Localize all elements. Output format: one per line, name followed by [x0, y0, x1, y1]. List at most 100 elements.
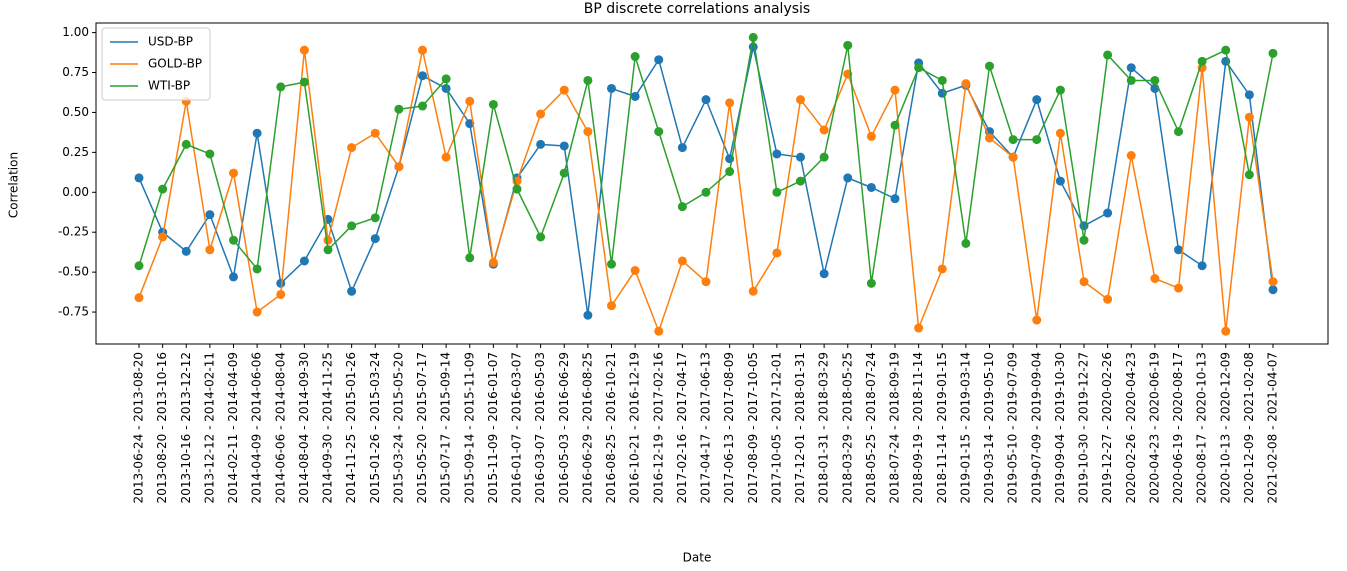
x-tick-label: 2013-10-16 - 2013-12-12 [179, 352, 193, 503]
point [1055, 176, 1065, 186]
point [654, 55, 664, 65]
x-tick-label: 2014-11-25 - 2015-01-26 [344, 352, 358, 503]
point [418, 101, 427, 111]
point [748, 286, 758, 296]
x-tick-label: 2017-02-16 - 2017-04-17 [675, 352, 689, 503]
point [607, 301, 616, 311]
point [748, 32, 758, 42]
point [370, 234, 380, 244]
point [961, 238, 971, 248]
series-line [138, 37, 1274, 284]
x-tick-label: 2013-06-24 - 2013-08-20 [132, 352, 146, 503]
x-tick-label: 2019-12-27 - 2020-02-26 [1100, 352, 1114, 503]
point [1174, 127, 1183, 137]
point [323, 235, 333, 245]
point [1032, 135, 1042, 145]
point [229, 272, 238, 282]
point [1126, 75, 1136, 85]
point [607, 259, 616, 269]
x-tick-label: 2021-02-08 - 2021-04-07 [1266, 352, 1280, 503]
point [347, 286, 357, 296]
point [252, 264, 262, 274]
x-tick-label: 2016-06-29 - 2016-08-25 [580, 352, 594, 503]
y-tick-label: -0.25 [58, 225, 89, 239]
point [1268, 277, 1278, 287]
point [819, 125, 829, 135]
x-tick-label: 2016-08-25 - 2016-10-21 [604, 352, 618, 503]
x-tick-label: 2020-10-13 - 2020-12-09 [1218, 352, 1232, 503]
point [819, 269, 829, 279]
point [961, 79, 971, 89]
point [465, 96, 475, 106]
point [607, 83, 616, 93]
x-tick-label: 2013-08-20 - 2013-10-16 [155, 352, 169, 503]
x-tick-label: 2016-01-07 - 2016-03-07 [510, 352, 524, 503]
point [843, 40, 853, 50]
y-tick-label: 0.50 [62, 105, 89, 119]
point [441, 74, 451, 84]
x-tick-label: 2015-11-09 - 2016-01-07 [486, 352, 500, 503]
x-tick-label: 2018-05-25 - 2018-07-24 [864, 352, 878, 503]
y-tick-label: -0.50 [58, 265, 89, 279]
point [1244, 170, 1254, 180]
x-tick-label: 2015-09-14 - 2015-11-09 [462, 352, 476, 503]
point [1103, 208, 1113, 218]
x-tick-label: 2014-06-06 - 2014-08-04 [273, 352, 287, 503]
point [890, 194, 900, 204]
x-tick-label: 2019-07-09 - 2019-09-04 [1029, 352, 1043, 503]
point [134, 293, 144, 303]
point [488, 258, 498, 268]
point [441, 83, 451, 93]
point [701, 187, 711, 197]
point [1244, 90, 1254, 100]
point [583, 127, 593, 137]
point [536, 232, 546, 242]
point [536, 139, 546, 149]
point [725, 167, 735, 177]
x-tick-label: 2017-04-17 - 2017-06-13 [699, 352, 713, 503]
point [134, 261, 144, 271]
point [205, 149, 215, 159]
x-tick-label: 2018-07-24 - 2018-09-19 [888, 352, 902, 503]
point [252, 307, 262, 317]
point [819, 152, 829, 162]
x-tick-label: 2019-01-15 - 2019-03-14 [958, 352, 972, 503]
point [748, 42, 758, 52]
x-tick-label: 2014-09-30 - 2014-11-25 [321, 352, 335, 503]
point [1150, 75, 1160, 85]
point [229, 235, 238, 245]
point [1268, 285, 1278, 295]
point [465, 253, 475, 263]
x-tick-label: 2020-04-23 - 2020-06-19 [1147, 352, 1161, 503]
point [299, 256, 309, 266]
point [985, 61, 994, 71]
point [299, 77, 309, 87]
x-tick-label: 2014-08-04 - 2014-09-30 [297, 352, 311, 503]
point [796, 176, 805, 186]
point [559, 85, 569, 95]
point [1244, 112, 1254, 122]
point [583, 310, 593, 320]
x-tick-label: 2016-12-19 - 2017-02-16 [651, 352, 665, 503]
x-tick-label: 2019-09-04 - 2019-10-30 [1053, 352, 1067, 503]
point [181, 246, 191, 256]
point [701, 95, 711, 105]
point [276, 82, 286, 92]
point [229, 168, 238, 178]
point [677, 256, 687, 266]
point [677, 143, 687, 153]
point [1126, 151, 1136, 161]
point [488, 99, 498, 109]
point [512, 184, 522, 194]
x-tick-label: 2020-08-17 - 2020-10-13 [1195, 352, 1209, 503]
point [1174, 245, 1183, 255]
y-tick-label: -0.75 [58, 305, 89, 319]
x-tick-label: 2020-06-19 - 2020-08-17 [1171, 352, 1185, 503]
point [890, 120, 900, 130]
point [205, 245, 215, 255]
point [536, 109, 546, 119]
legend-label: GOLD-BP [148, 57, 202, 71]
point [1103, 50, 1113, 60]
x-tick-label: 2014-02-11 - 2014-04-09 [226, 352, 240, 503]
point [1032, 95, 1042, 105]
